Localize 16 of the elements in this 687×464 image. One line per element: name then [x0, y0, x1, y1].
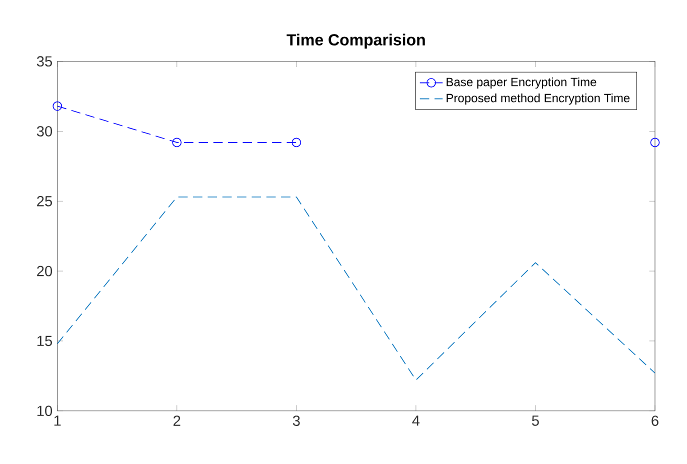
y-tick-label: 15 [37, 336, 52, 346]
x-tick-label: 3 [292, 415, 300, 426]
chart-title: Time Comparision [286, 34, 425, 49]
legend-label: Proposed method Encryption Time [446, 93, 630, 105]
x-tick-label: 4 [412, 415, 420, 426]
y-tick-label: 30 [36, 126, 52, 136]
legend-label: Base paper Encryption Time [446, 77, 596, 89]
y-tick-label: 10 [37, 406, 52, 416]
x-tick-label: 2 [174, 415, 180, 426]
x-tick-label: 5 [532, 415, 539, 426]
y-tick-label: 25 [37, 196, 52, 206]
y-tick-label: 20 [37, 266, 52, 276]
y-tick-label: 35 [36, 56, 52, 66]
x-tick-label: 6 [652, 415, 658, 426]
x-tick-label: 1 [54, 415, 61, 426]
line-series [57, 196, 655, 380]
